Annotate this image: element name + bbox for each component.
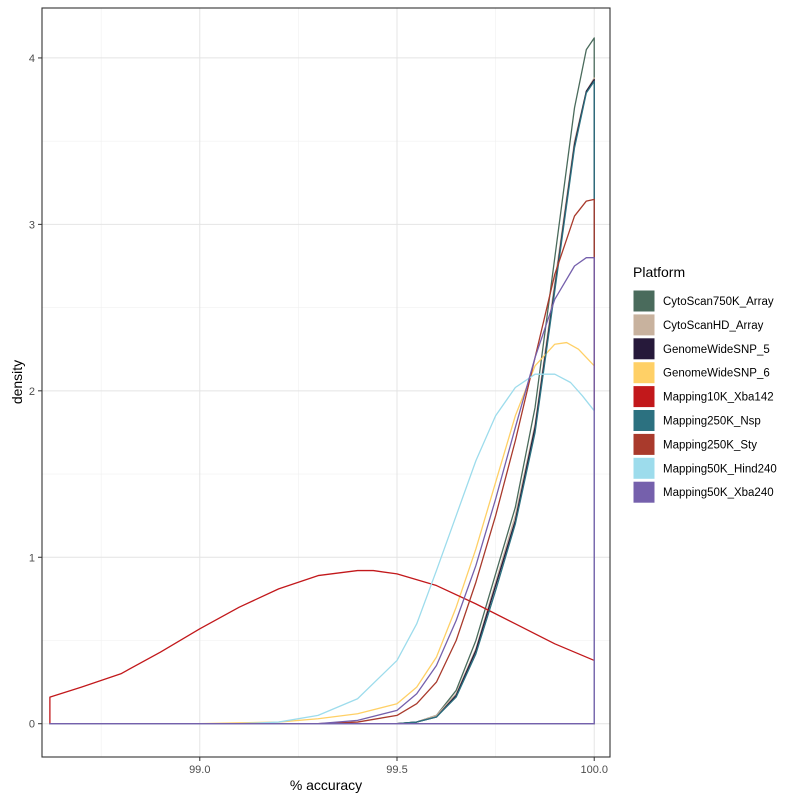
- series-mapping50k-hind240-curve: [49, 373, 595, 725]
- series-mapping50k-xba240-curve: [49, 257, 595, 725]
- legend-key-genomewidesnp-5: [632, 337, 656, 361]
- x-tick-label: 100.0: [580, 764, 608, 776]
- x-tick-label: 99.5: [386, 764, 407, 776]
- y-axis-title: density: [9, 360, 25, 404]
- series-mapping10k-xba142-curve: [49, 569, 595, 725]
- legend-label-mapping10k-xba142: Mapping10K_Xba142: [663, 392, 774, 404]
- density-curves: [49, 37, 595, 725]
- legend-key-mapping250k-sty: [632, 432, 656, 456]
- legend-label-genomewidesnp-6: GenomeWideSNP_6: [663, 368, 770, 380]
- legend-label-mapping50k-xba240: Mapping50K_Xba240: [663, 487, 774, 499]
- y-tick-label: 2: [29, 386, 35, 398]
- legend-label-mapping250k-nsp: Mapping250K_Nsp: [663, 416, 761, 428]
- legend-key-mapping10k-xba142: [632, 385, 656, 409]
- legend: Platform CytoScan750K_Array CytoScanHD_Ar…: [632, 264, 777, 504]
- legend-key-genomewidesnp-6: [632, 361, 656, 385]
- series-genomewidesnp-6-curve: [49, 341, 595, 725]
- plot-border: [41, 7, 611, 758]
- legend-label-cytoscanhd-array: CytoScanHD_Array: [663, 320, 764, 332]
- x-tick-label: 99.0: [189, 764, 210, 776]
- y-tick-label: 4: [29, 53, 35, 65]
- y-tick-label: 1: [29, 552, 35, 564]
- legend-key-cytoscan750k-array: [632, 289, 656, 313]
- legend-items: CytoScan750K_Array CytoScanHD_Array Genome…: [632, 289, 777, 504]
- legend-key-mapping250k-nsp: [632, 409, 656, 432]
- y-tick-label: 3: [29, 219, 35, 231]
- legend-title: Platform: [633, 264, 685, 280]
- legend-label-cytoscan750k-array: CytoScan750K_Array: [663, 296, 774, 308]
- legend-label-genomewidesnp-5: GenomeWideSNP_5: [663, 344, 770, 356]
- series-mapping250k-nsp-curve: [49, 80, 595, 725]
- legend-label-mapping50k-hind240: Mapping50K_Hind240: [663, 463, 777, 475]
- series-mapping250k-sty-curve: [49, 198, 595, 725]
- legend-key-mapping50k-hind240: [632, 456, 656, 480]
- y-axis: 0 1 2 3 4: [29, 53, 42, 731]
- x-axis: 99.0 99.5 100.0: [189, 757, 608, 776]
- legend-key-mapping50k-xba240: [632, 480, 656, 504]
- x-axis-title: % accuracy: [290, 777, 362, 793]
- legend-key-cytoscanhd-array: [632, 313, 656, 337]
- y-tick-label: 0: [29, 719, 35, 731]
- legend-label-mapping250k-sty: Mapping250K_Sty: [663, 439, 757, 451]
